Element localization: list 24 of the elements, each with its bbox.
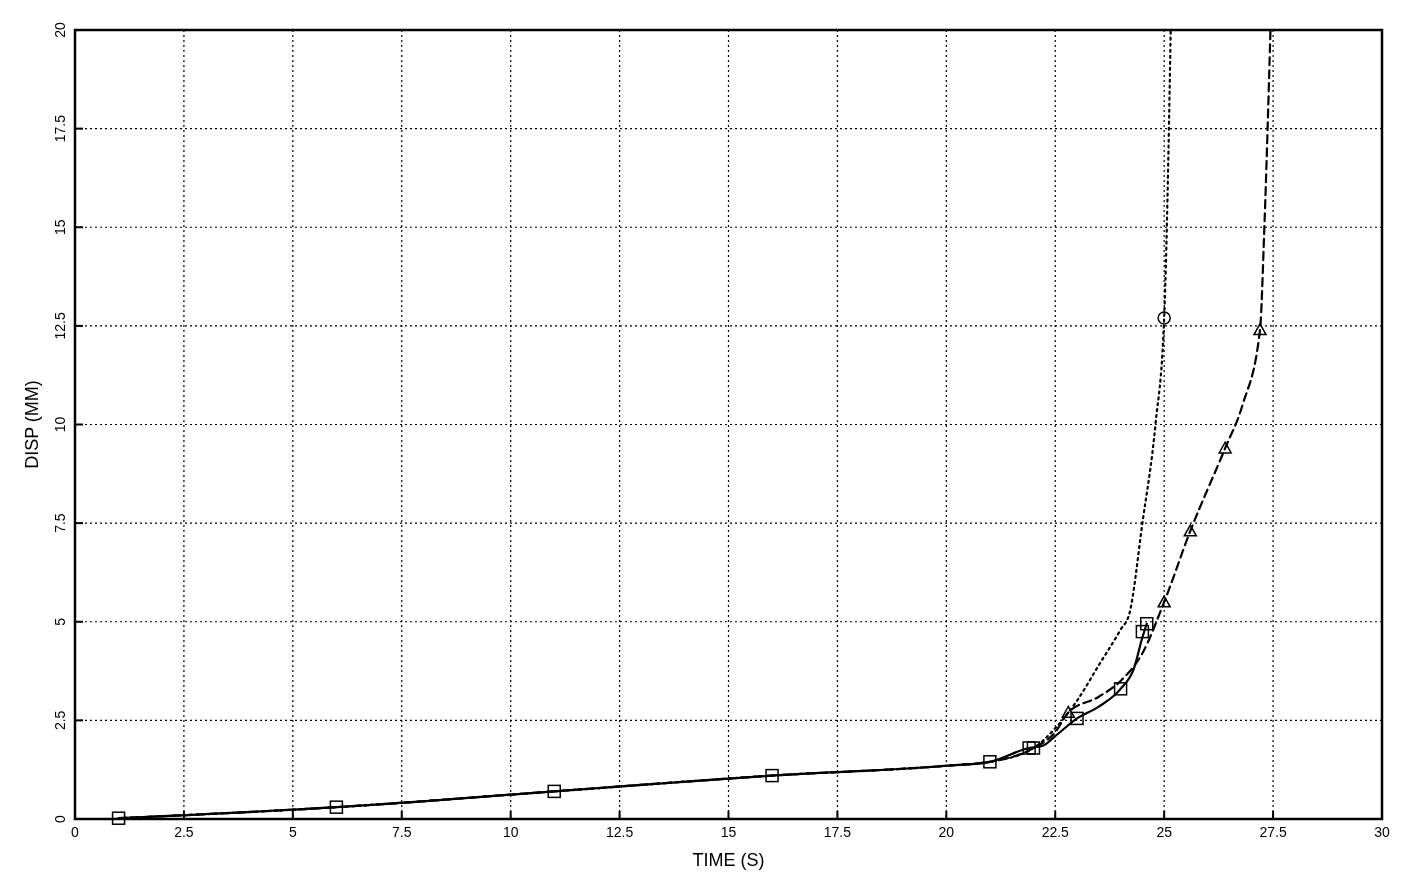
- y-tick-label: 2.5: [52, 710, 68, 731]
- y-tick-label: 10: [52, 416, 68, 433]
- y-tick-label: 7.5: [52, 513, 68, 533]
- y-tick-label: 15: [52, 219, 68, 236]
- x-tick-label: 27.5: [1259, 824, 1287, 840]
- x-tick-label: 22.5: [1041, 824, 1070, 840]
- x-tick-label: 7.5: [392, 824, 412, 840]
- y-tick-label: 12.5: [52, 312, 68, 340]
- x-tick-label: 10: [502, 824, 519, 840]
- x-tick-label: 5: [288, 824, 297, 840]
- y-tick-label: 17.5: [52, 114, 68, 143]
- y-axis-title: DISP (MM): [22, 380, 42, 469]
- x-tick-label: 0: [71, 824, 80, 840]
- x-tick-label: 25: [1156, 824, 1173, 840]
- x-axis-title: TIME (S): [692, 850, 765, 870]
- x-tick-label: 2.5: [174, 824, 194, 840]
- x-tick-label: 15: [720, 824, 737, 840]
- y-tick-label: 0: [52, 814, 68, 823]
- y-tick-label: 5: [52, 617, 68, 626]
- x-tick-label: 30: [1374, 824, 1390, 840]
- x-tick-label: 20: [938, 824, 955, 840]
- x-tick-label: 12.5: [605, 824, 634, 840]
- x-tick-label: 17.5: [823, 824, 852, 840]
- y-tick-label: 20: [52, 22, 68, 38]
